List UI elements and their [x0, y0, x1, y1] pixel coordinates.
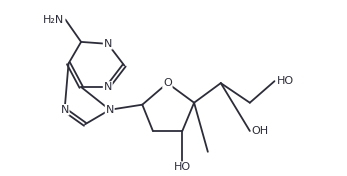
Text: N: N	[104, 39, 112, 49]
Text: H₂N: H₂N	[43, 15, 65, 24]
Text: HO: HO	[277, 76, 294, 86]
Text: OH: OH	[252, 126, 269, 136]
Text: N: N	[104, 82, 112, 92]
Text: N: N	[105, 105, 114, 115]
Text: N: N	[60, 105, 69, 115]
Text: O: O	[163, 78, 172, 88]
Text: HO: HO	[174, 162, 191, 172]
